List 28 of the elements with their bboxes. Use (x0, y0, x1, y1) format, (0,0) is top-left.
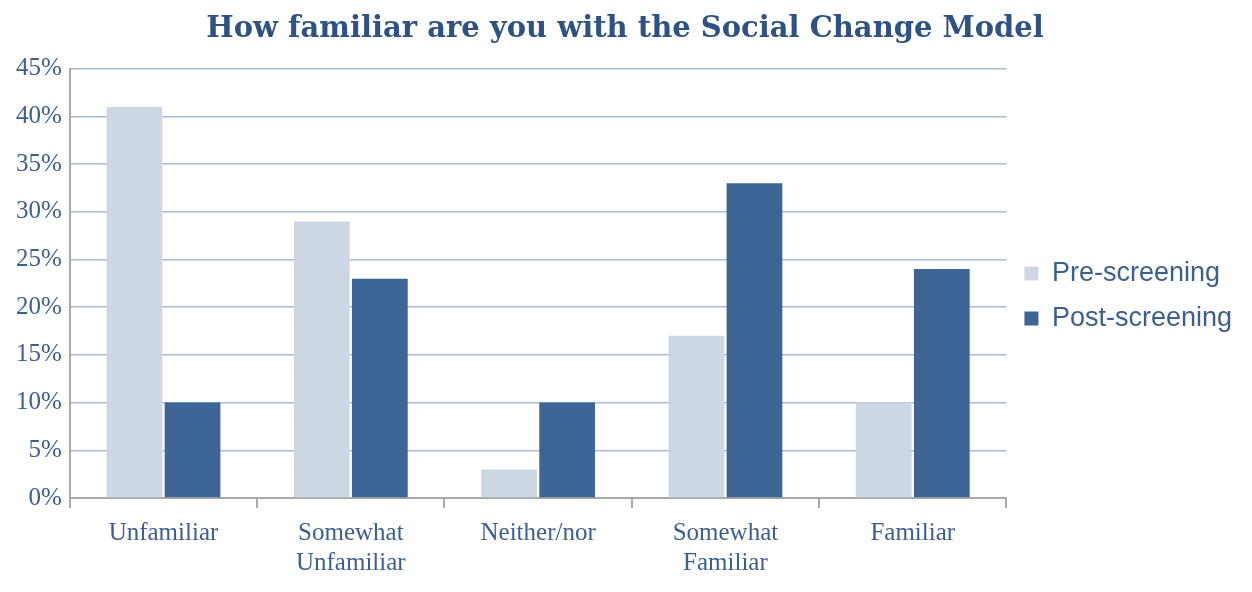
bar (855, 402, 912, 498)
y-tick-label: 45% (16, 53, 62, 81)
y-tick-label: 0% (28, 482, 62, 510)
x-tick-label: Familiar (870, 517, 956, 545)
x-tick-label: Unfamiliar (108, 517, 219, 545)
chart-title: How familiar are you with the Social Change Model (206, 9, 1044, 44)
y-tick-label: 15% (16, 339, 62, 367)
y-tick-label: 30% (16, 196, 62, 224)
bar (913, 269, 970, 498)
bar (164, 402, 221, 498)
bar (106, 106, 163, 498)
legend-label: Post-screening (1051, 301, 1233, 332)
y-tick-label: 40% (16, 101, 62, 129)
y-tick-label: 10% (16, 387, 62, 415)
y-tick-label: 20% (16, 291, 62, 319)
x-tick-label: Somewhat Unfamiliar (295, 517, 407, 575)
y-tick-label: 25% (16, 244, 62, 272)
legend-label: Pre-screening (1051, 256, 1220, 287)
bar (726, 183, 783, 498)
y-tick-label: 35% (16, 148, 62, 176)
x-tick-label: Somewhat Familiar (672, 517, 779, 575)
bar (539, 402, 596, 498)
bar (481, 469, 537, 498)
bar (668, 335, 725, 498)
bar (351, 278, 408, 498)
bar (293, 221, 350, 498)
y-tick-label: 5% (28, 434, 62, 462)
x-tick-label: Neither/nor (480, 517, 597, 545)
